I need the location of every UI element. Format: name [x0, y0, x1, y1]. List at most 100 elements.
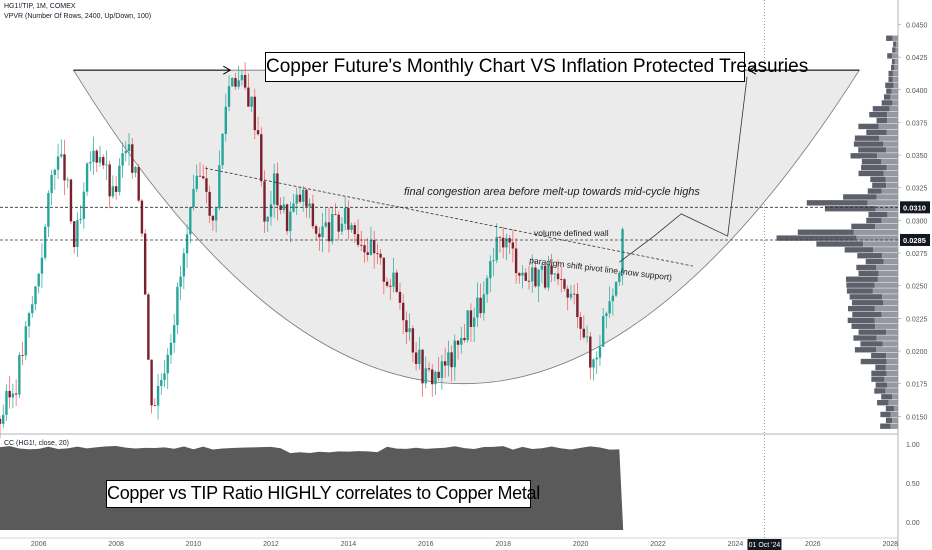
candle-body — [147, 294, 150, 360]
time-tick-label: 2018 — [495, 541, 511, 548]
volume-profile-bar-up — [889, 106, 898, 112]
price-tick-label: 0.0275 — [906, 251, 928, 258]
candle-body — [589, 336, 592, 368]
candle-body — [566, 288, 569, 298]
volume-profile-bar-down — [845, 276, 878, 282]
candle-body — [0, 418, 2, 424]
candle-body — [302, 189, 305, 202]
time-tick-label: 2006 — [31, 541, 47, 548]
candle-body — [498, 236, 502, 238]
candle-body — [360, 244, 363, 246]
volume-profile-bar-up — [892, 100, 898, 106]
candle-body — [224, 106, 227, 134]
candle-body — [185, 234, 189, 254]
candle-body — [72, 221, 76, 247]
candle-body — [176, 286, 179, 326]
volume-profile-bar-down — [854, 347, 877, 353]
indicator-label: VPVR (Number Of Rows, 2400, Up/Down, 100… — [4, 13, 152, 20]
volume-profile-bar-up — [886, 358, 898, 365]
volume-profile-bar-up — [893, 82, 898, 88]
correlation-annotation: Copper vs TIP Ratio HIGHLY correlates to… — [106, 480, 540, 508]
time-tick-label: 2022 — [650, 541, 666, 548]
volume-profile-bar-up — [883, 258, 898, 265]
cup-formation — [72, 69, 861, 385]
volume-profile-bar-up — [878, 123, 898, 130]
pivot-line — [205, 167, 693, 267]
candle-body — [527, 280, 531, 282]
candle-body — [327, 222, 331, 242]
volume-profile-bar-up — [894, 64, 898, 71]
volume-profile-bar-up — [886, 329, 898, 335]
volume-profile-bar-down — [887, 53, 893, 59]
volume-profile-bar-up — [875, 323, 898, 329]
candle-body — [205, 178, 208, 192]
volume-profile-bar-down — [858, 270, 879, 277]
candle-body — [579, 317, 582, 329]
candle-body — [334, 214, 337, 215]
candle-body — [60, 154, 63, 157]
candle-body — [160, 379, 163, 387]
volume-profile-bar-up — [892, 35, 898, 41]
cc-tick-label: 0.50 — [906, 481, 920, 488]
price-highlight-badge — [900, 233, 930, 246]
volume-profile-bar-down — [858, 147, 886, 153]
candle-body — [392, 272, 395, 287]
price-highlight-label: 0.0310 — [903, 203, 926, 212]
volume-profile-bar-down — [860, 341, 883, 347]
candle-body — [485, 278, 489, 295]
volume-profile-bar-up — [881, 158, 898, 165]
volume-profile-bar-up — [874, 305, 898, 312]
volume-profile-bar-down — [867, 188, 882, 194]
candle-body — [14, 393, 18, 395]
candle-body — [285, 204, 289, 232]
candle-body — [514, 248, 518, 274]
candle-body — [472, 317, 476, 327]
candle-body — [340, 223, 344, 232]
volume-profile-bar-down — [850, 153, 878, 159]
volume-profile-bar-down — [861, 158, 882, 165]
volume-profile-bar-down — [844, 247, 873, 253]
candle-body — [172, 325, 176, 343]
candle-body — [82, 191, 86, 219]
volume-profile-bar-down — [849, 294, 883, 300]
volume-profile-bar-down — [880, 423, 891, 429]
price-tick-label: 0.0450 — [906, 22, 928, 29]
volume-profile-bar-down — [888, 76, 893, 83]
candle-body — [608, 301, 611, 314]
candle-body — [447, 352, 450, 366]
candle-body — [476, 297, 479, 318]
volume-profile-bar-up — [876, 347, 898, 353]
volume-profile-bar-down — [875, 382, 888, 388]
candle-body — [408, 328, 411, 333]
candle-body — [424, 368, 427, 384]
candle-body — [18, 354, 21, 395]
volume-profile-bar-up — [876, 194, 898, 200]
candle-body — [369, 240, 373, 255]
volume-profile-bar-up — [877, 276, 898, 282]
volume-profile-bar-up — [885, 176, 898, 183]
candle-body — [11, 393, 15, 398]
candle-body — [202, 176, 205, 179]
volume-profile-bar-down — [848, 305, 875, 312]
volume-profile-bar-down — [888, 70, 893, 77]
candle-body — [131, 144, 134, 173]
candle-body — [69, 179, 73, 222]
candle-body — [292, 203, 295, 212]
candle-body — [621, 229, 624, 273]
volume-wall-note: volume defined wall — [534, 228, 609, 238]
volume-profile-bar-down — [872, 182, 887, 188]
volume-profile-bar-up — [886, 370, 898, 376]
volume-profile-bar-down — [860, 358, 887, 365]
candle-body — [363, 245, 366, 253]
candle-body — [250, 96, 253, 107]
candle-body — [34, 286, 37, 305]
volume-profile-bar-down — [886, 35, 893, 41]
volume-profile-bar-down — [858, 329, 887, 335]
candle-body — [31, 304, 34, 314]
candle-body — [489, 261, 492, 279]
volume-profile-bar-up — [894, 59, 898, 65]
volume-profile-bar-up — [892, 70, 898, 77]
volume-profile-bar-up — [886, 129, 898, 135]
time-tick-label: 2016 — [418, 541, 434, 548]
candle-body — [256, 130, 260, 135]
